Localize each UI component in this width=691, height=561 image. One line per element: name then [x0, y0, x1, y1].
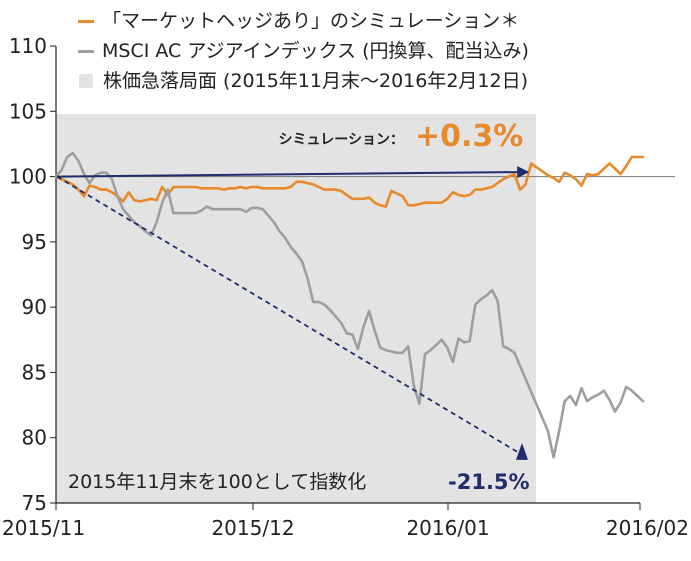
- legend-swatch-msci: [78, 49, 94, 53]
- arrow-msci-dashed: [56, 175, 523, 456]
- legend-label-hedged: 「マーケットヘッジあり」のシミュレーション＊: [102, 10, 520, 32]
- y-tick-label: 95: [22, 230, 47, 254]
- y-tick-label: 110: [9, 34, 47, 58]
- y-tick-label: 90: [22, 295, 47, 319]
- index-note: 2015年11月末を100として指数化: [68, 471, 366, 493]
- y-tick-label: 75: [22, 491, 47, 515]
- shade-region: [56, 114, 536, 503]
- legend-entry-shade: 株価急落局面 (2015年11月末〜2016年2月12日): [78, 66, 529, 96]
- arrow-hedged: [56, 166, 530, 179]
- y-tick-label: 100: [9, 165, 47, 189]
- y-tick-label: 105: [9, 99, 47, 123]
- legend-label-shade: 株価急落局面 (2015年11月末〜2016年2月12日): [103, 70, 529, 92]
- legend-swatch-hedged: [78, 19, 94, 23]
- x-tick-label: 2016/02: [606, 516, 689, 540]
- series-line-hedged: [54, 155, 645, 208]
- arrowhead-msci: [516, 442, 528, 460]
- x-tick-label: 2015/11: [2, 516, 85, 540]
- y-tick-label: 80: [22, 426, 47, 450]
- msci-drop-value: -21.5%: [448, 470, 530, 494]
- legend-swatch-shade: [79, 74, 93, 88]
- x-tick-label: 2015/12: [211, 516, 294, 540]
- series-line-msci: [54, 151, 645, 459]
- legend-label-msci: MSCI AC アジアインデックス (円換算、配当込み): [102, 40, 529, 62]
- legend: 「マーケットヘッジあり」のシミュレーション＊ MSCI AC アジアインデックス…: [78, 6, 529, 96]
- legend-entry-msci: MSCI AC アジアインデックス (円換算、配当込み): [78, 36, 529, 66]
- x-tick-label: 2016/01: [406, 516, 489, 540]
- simulation-label: シミュレーション：: [279, 132, 404, 148]
- simulation-value: +0.3%: [415, 119, 523, 154]
- y-tick-label: 85: [22, 360, 47, 384]
- legend-entry-hedged: 「マーケットヘッジあり」のシミュレーション＊: [78, 6, 529, 36]
